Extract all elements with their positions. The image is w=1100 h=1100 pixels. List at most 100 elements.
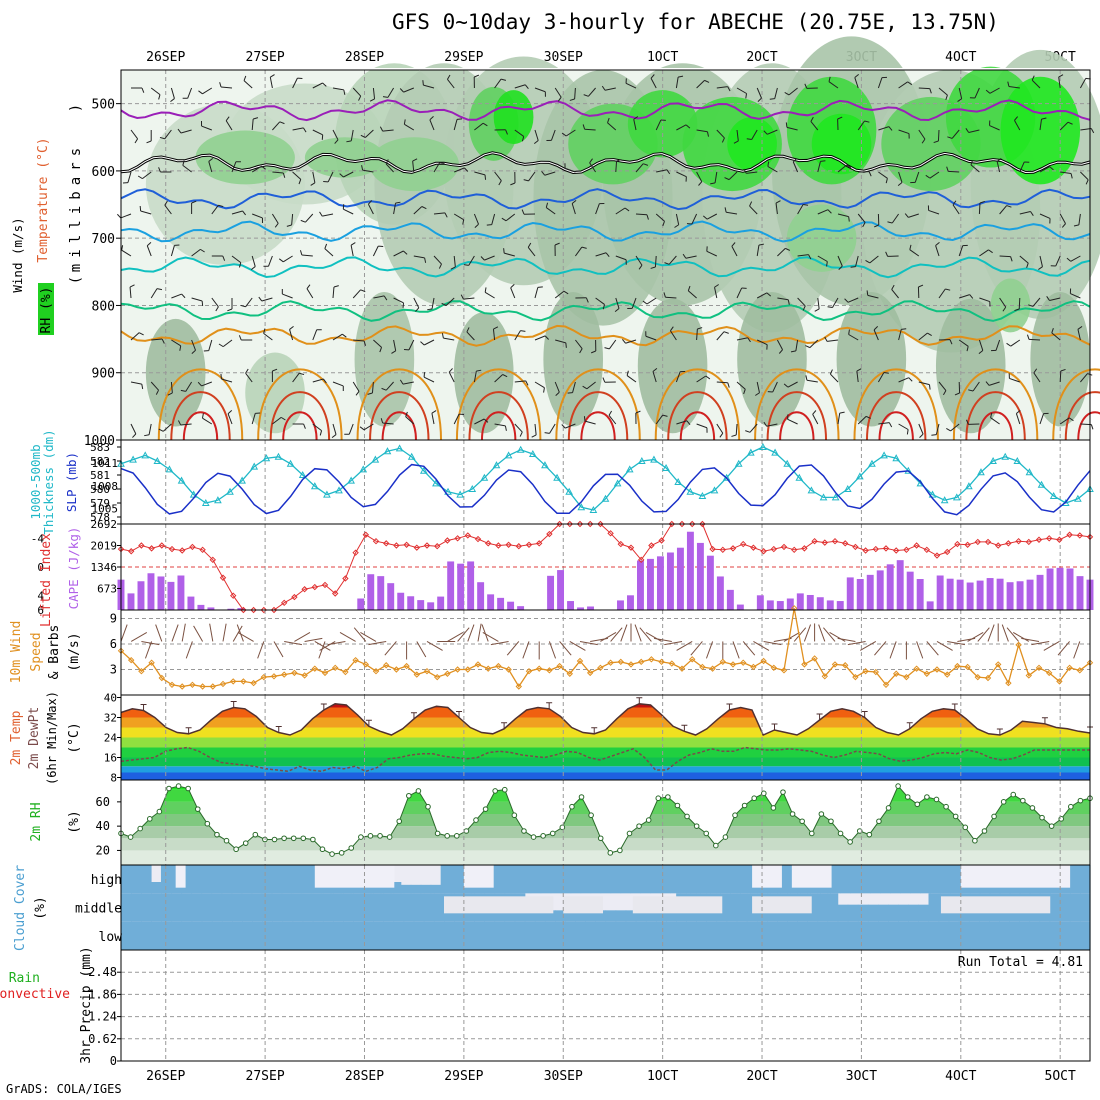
wind-barb [332, 381, 344, 387]
wind-barb-flag [346, 140, 352, 143]
wind-barb [353, 339, 365, 342]
cloud-bar-low [787, 921, 798, 950]
wind-speed-point [607, 659, 614, 666]
wind-barb [1015, 413, 1021, 425]
wind-barb-flag [778, 349, 783, 354]
wind-barb-flag [421, 206, 427, 210]
rh-point [185, 785, 191, 792]
wind-barb [514, 423, 523, 433]
cloud-bar-middle [635, 910, 647, 922]
wind-barb [837, 255, 843, 267]
date-label-top: 4OCT [945, 50, 976, 65]
wind-barb-flag [1061, 223, 1066, 228]
wind-barb [1039, 119, 1043, 131]
cloud-bar-low [555, 921, 566, 950]
wind-barb-flag [141, 87, 145, 93]
wind-barb-flag [561, 132, 567, 137]
wind-barb-flag [908, 377, 913, 382]
cloud-bar-low [484, 921, 496, 950]
wind-barb-flag [979, 200, 985, 204]
rh-region [737, 292, 807, 427]
wind-barb-flag [253, 117, 259, 120]
cloud-bar-high [870, 865, 881, 894]
cloud-bar-high [660, 865, 672, 894]
cloud-bar-low [444, 921, 455, 950]
wind-barb [574, 246, 583, 257]
wind-barb [423, 376, 435, 383]
wind-barb [474, 171, 486, 176]
rh-point [876, 818, 882, 825]
wind-barb [305, 213, 314, 223]
rh-point [338, 850, 345, 856]
thickness-point [856, 472, 864, 480]
ylabel-wind-1: 10m Wind [9, 621, 24, 684]
wind-barb [1018, 297, 1021, 310]
wind-barb-flag [1085, 179, 1089, 185]
ytick-label: 800 [92, 299, 115, 314]
thickness-point [1025, 468, 1034, 476]
cloud-bar-high [260, 865, 272, 894]
rh-point [377, 833, 383, 839]
rh-point [703, 830, 710, 837]
wind-barb [385, 381, 394, 391]
isotherm-line [120, 99, 1091, 122]
wind-barb-flag [1026, 334, 1030, 340]
wind-barb-flag [474, 74, 480, 78]
cape-bar [487, 594, 495, 610]
cape-bar [846, 577, 854, 610]
wind-barb [706, 250, 718, 257]
wind-barb-flag [827, 209, 832, 214]
surface-wind-barb [559, 641, 572, 656]
wind-barb-flag [141, 384, 144, 390]
wind-barb [1058, 77, 1061, 89]
cloud-bar-middle [242, 893, 253, 922]
cloud-bar-middle [423, 893, 435, 922]
rh-point [290, 835, 297, 842]
wind-speed-point [801, 661, 808, 668]
surface-wind-barb [273, 641, 284, 658]
wind-barb-flag [525, 380, 529, 386]
wind-barb-flag [686, 420, 691, 426]
isotherm-line [120, 220, 1091, 243]
wind-barb [854, 77, 859, 89]
wind-barb [716, 331, 725, 341]
wind-barb [898, 377, 909, 383]
rh-point [636, 823, 642, 829]
wind-barb [554, 87, 562, 98]
wind-barb [837, 213, 849, 218]
wind-barb [775, 203, 778, 215]
wind-speed-point [770, 664, 778, 672]
wind-barb-flag [222, 255, 226, 261]
wind-barb [301, 254, 313, 257]
wind-barb-flag [227, 308, 233, 312]
wind-barb [423, 339, 435, 346]
wind-speed-point [199, 683, 206, 690]
cloud-bar-low [524, 921, 536, 950]
surface-wind-barb [847, 640, 866, 646]
thickness-point [492, 461, 501, 469]
surface-wind-barb [314, 641, 331, 651]
cloud-bar-low [1029, 921, 1041, 950]
wind-barb-flag [215, 306, 219, 312]
wind-barb [950, 423, 960, 432]
wind-barb [164, 204, 172, 215]
cape-bar [726, 589, 734, 610]
lifted-index-point [393, 542, 400, 549]
wind-speed-point [1086, 659, 1094, 666]
wind-barb-flag [921, 138, 926, 144]
rh-point [463, 828, 470, 834]
wind-barb [171, 293, 182, 299]
wind-barb-flag [544, 432, 550, 434]
cloud-bar-low [736, 921, 748, 950]
wind-barb [726, 211, 738, 215]
wind-barb-flag [415, 307, 420, 312]
wind-barb [655, 414, 664, 425]
surface-wind-barb [384, 641, 397, 656]
isotherm-loop-25 [555, 368, 641, 441]
wind-barb [565, 423, 576, 429]
surface-wind-barb [1073, 641, 1081, 659]
isotherm-line [120, 188, 1091, 211]
wind-barb-flag [444, 212, 448, 218]
rh-point [1068, 803, 1074, 810]
wind-barb [817, 255, 828, 262]
